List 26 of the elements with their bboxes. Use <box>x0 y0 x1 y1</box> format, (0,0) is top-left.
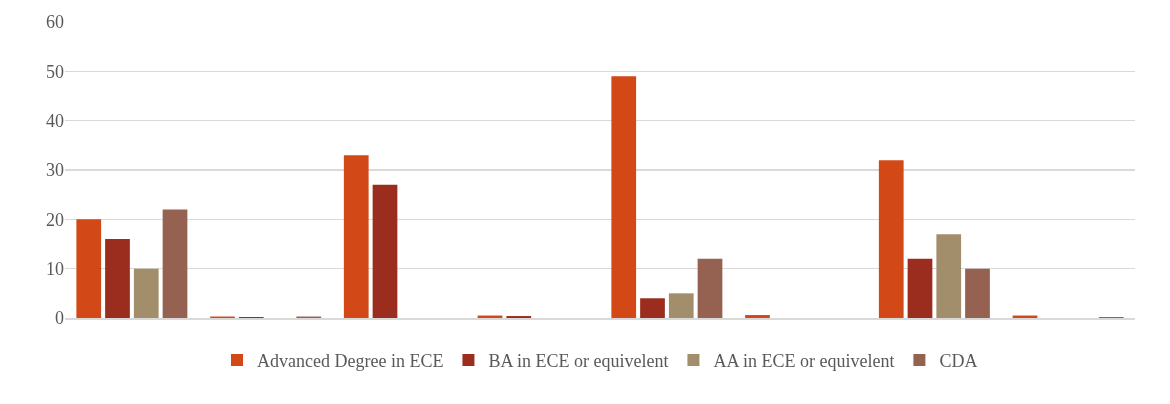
bar <box>133 268 159 318</box>
bar <box>343 155 369 318</box>
y-tick-label: 50 <box>46 61 64 82</box>
y-tick-label: 30 <box>46 160 64 181</box>
y-tick-label: 40 <box>46 110 64 131</box>
legend-label: AA in ECE or equivelent <box>713 350 895 371</box>
y-tick-label: 0 <box>55 308 64 329</box>
bar <box>640 298 665 318</box>
legend-label: Advanced Degree in ECE <box>257 350 444 371</box>
bar <box>907 258 933 318</box>
bar <box>668 293 694 318</box>
bar <box>162 209 188 318</box>
y-tick-label: 10 <box>46 258 64 279</box>
bar <box>878 160 904 318</box>
y-tick-label: 60 <box>46 12 64 33</box>
bar <box>611 76 637 318</box>
bar <box>76 219 102 318</box>
bar <box>965 268 990 318</box>
y-tick-label: 20 <box>46 209 64 230</box>
bar <box>372 184 398 318</box>
legend-label: BA in ECE or equivelent <box>488 350 669 371</box>
bar <box>745 315 770 318</box>
bar <box>105 239 130 318</box>
bar <box>936 234 962 318</box>
bar <box>697 258 723 318</box>
legend-label: CDA <box>939 350 978 371</box>
